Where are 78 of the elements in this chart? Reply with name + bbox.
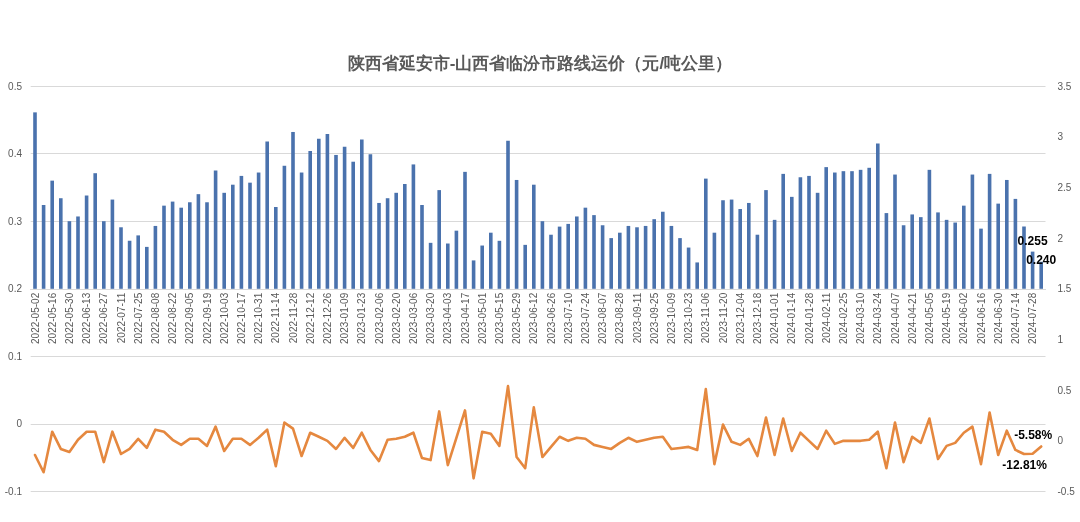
x-tick-label: 2022-07-11 <box>115 292 127 344</box>
x-tick-label: 2023-03-06 <box>407 292 419 344</box>
x-tick-label: 2022-11-14 <box>270 292 282 344</box>
x-tick-label: 2023-06-26 <box>545 292 557 344</box>
x-tick-label: 2023-05-29 <box>511 292 523 344</box>
x-tick-label: 2023-08-07 <box>597 292 609 344</box>
x-tick-label: 2023-01-09 <box>339 292 351 344</box>
y2-tick-label: -0.5 <box>1057 486 1076 497</box>
x-tick-label: 2022-10-17 <box>235 292 247 344</box>
x-tick-label: 2023-07-10 <box>562 292 574 344</box>
x-tick-label: 2022-05-02 <box>29 292 41 344</box>
x-tick-label: 2022-05-16 <box>46 292 58 344</box>
x-tick-label: 2023-05-01 <box>476 292 488 344</box>
x-tick-label: 2022-11-28 <box>287 292 299 344</box>
x-tick-label: 2023-09-11 <box>631 292 643 344</box>
x-tick-label: 2024-01-01 <box>769 292 781 344</box>
y-tick-label: 0.3 <box>8 215 23 227</box>
x-tick-label: 2023-04-17 <box>459 292 471 344</box>
x-tick-label: 2022-08-22 <box>167 292 179 344</box>
y2-tick-label: 2 <box>1057 232 1064 244</box>
x-tick-label: 2024-04-21 <box>906 292 918 344</box>
x-tick-label: 2024-01-14 <box>786 292 798 344</box>
y-tick-label: 0.2 <box>8 283 23 295</box>
x-tick-label: 2023-02-20 <box>390 292 402 344</box>
x-tick-label: 2023-11-06 <box>700 292 712 344</box>
x-tick-label: 2023-02-06 <box>373 292 385 344</box>
x-tick-label: 2023-04-03 <box>442 292 454 344</box>
y2-tick-label: 3 <box>1057 131 1064 143</box>
y-tick-label: 0.5 <box>8 80 23 92</box>
y2-tick-label: 3.5 <box>1057 80 1072 92</box>
x-tick-label: 2023-11-20 <box>717 292 729 344</box>
data-label: -12.81% <box>1002 457 1048 472</box>
y-tick-label: 0.4 <box>8 148 23 160</box>
x-tick-label: 2022-12-26 <box>321 292 333 344</box>
y-tick-label: 0 <box>16 418 23 430</box>
x-tick-label: 2024-07-28 <box>1027 292 1039 344</box>
x-tick-label: 2023-06-12 <box>528 292 540 344</box>
x-tick-label: 2022-09-05 <box>184 292 196 344</box>
x-tick-label: 2022-09-19 <box>201 292 213 344</box>
x-tick-label: 2023-05-15 <box>493 292 505 344</box>
x-tick-label: 2022-12-12 <box>304 292 316 344</box>
chart-title: 陕西省延安市-山西省临汾市路线运价（元/吨公里） <box>347 54 733 73</box>
y2-tick-label: 1 <box>1057 333 1064 345</box>
x-tick-label: 2023-12-18 <box>751 292 763 344</box>
x-tick-label: 2023-08-28 <box>614 292 626 344</box>
x-tick-label: 2023-07-24 <box>579 292 591 344</box>
y2-tick-label: 2.5 <box>1057 181 1072 193</box>
y2-tick-label: 0.5 <box>1057 384 1072 396</box>
x-tick-label: 2024-05-19 <box>941 292 953 344</box>
x-tick-label: 2024-07-14 <box>1009 292 1021 344</box>
x-tick-label: 2022-10-03 <box>218 292 230 344</box>
x-tick-label: 2024-02-25 <box>837 292 849 344</box>
x-tick-label: 2022-05-30 <box>63 292 75 344</box>
x-tick-label: 2023-03-20 <box>425 292 437 344</box>
x-tick-label: 2024-02-11 <box>820 292 832 344</box>
x-tick-label: 2023-10-09 <box>665 292 677 344</box>
x-tick-label: 2024-03-24 <box>872 292 884 344</box>
x-tick-label: 2023-09-25 <box>648 292 660 344</box>
x-tick-label: 2024-06-02 <box>958 292 970 344</box>
x-tick-label: 2024-06-16 <box>975 292 987 344</box>
x-tick-label: 2023-12-04 <box>734 292 746 344</box>
x-tick-label: 2024-01-28 <box>803 292 815 344</box>
data-label: -5.58% <box>1014 428 1053 443</box>
x-tick-label: 2023-10-23 <box>683 292 695 344</box>
x-tick-label: 2024-06-30 <box>992 292 1004 344</box>
x-tick-label: 2024-03-10 <box>855 292 867 344</box>
y2-tick-label: 0 <box>1057 435 1064 447</box>
x-tick-label: 2022-06-13 <box>81 292 93 344</box>
x-tick-label: 2022-06-27 <box>98 292 110 344</box>
x-tick-label: 2022-10-31 <box>253 292 265 344</box>
x-tick-label: 2024-05-05 <box>923 292 935 344</box>
x-tick-label: 2023-01-23 <box>356 292 368 344</box>
x-tick-label: 2024-04-07 <box>889 292 901 344</box>
x-tick-label: 2022-08-08 <box>149 292 161 344</box>
y2-tick-label: 1.5 <box>1057 283 1072 295</box>
y-tick-label: -0.1 <box>4 486 23 497</box>
x-tick-label: 2022-07-25 <box>132 292 144 344</box>
y-tick-label: 0.1 <box>8 350 23 362</box>
